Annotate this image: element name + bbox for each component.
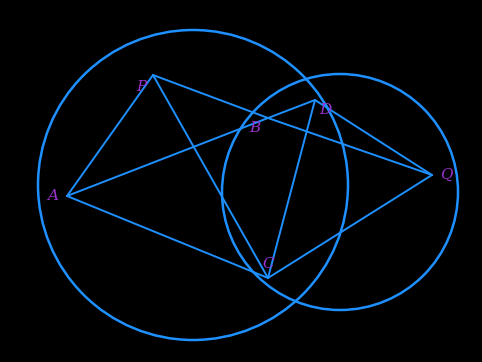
Text: Q: Q <box>440 168 452 182</box>
Text: A: A <box>48 189 58 203</box>
Text: D: D <box>319 103 331 117</box>
Text: C: C <box>262 257 274 271</box>
Text: P: P <box>136 80 146 94</box>
Text: B: B <box>249 121 261 135</box>
